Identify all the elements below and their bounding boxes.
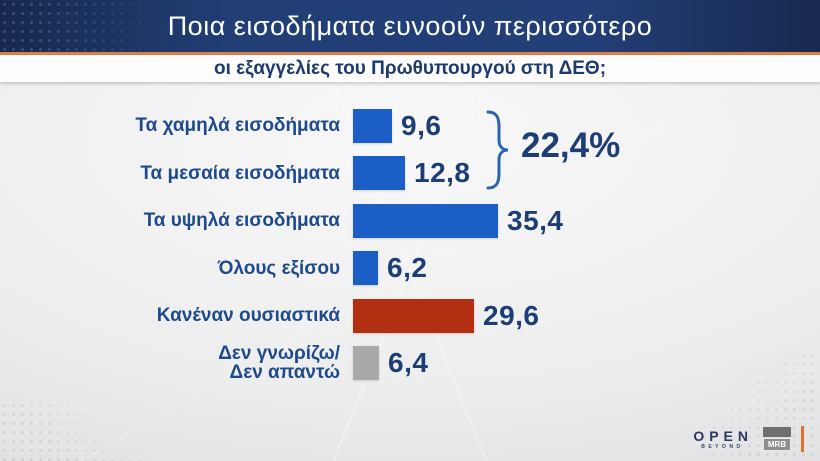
chart-row: Τα χαμηλά εισοδήματα 9,6: [0, 102, 680, 150]
value-label: 6,2: [387, 252, 428, 284]
chart-row: Τα μεσαία εισοδήματα 12,8: [0, 150, 680, 198]
chart-row: Δεν γνωρίζω/ Δεν απαντώ 6,4: [0, 340, 680, 388]
mrb-logo: MRB: [763, 427, 791, 451]
bar: [353, 108, 392, 143]
bar: [353, 298, 474, 333]
category-label: Όλους εξίσου: [217, 257, 340, 279]
bar: [353, 346, 379, 381]
bar-chart: Τα χαμηλά εισοδήματα 9,6 Τα μεσαία εισοδ…: [0, 82, 680, 387]
bar: [353, 156, 405, 191]
category-label: Τα υψηλά εισοδήματα: [143, 210, 340, 232]
footer-logos: OPEN BEYOND MRB: [688, 426, 804, 452]
dot-texture: [0, 401, 150, 461]
category-label: Κανέναν ουσιαστικά: [156, 305, 340, 327]
value-label: 9,6: [401, 109, 442, 141]
combined-percentage: 22,4%: [521, 126, 621, 165]
category-label: Τα μεσαία εισοδήματα: [140, 162, 340, 184]
value-label: 6,4: [388, 347, 429, 379]
category-label: Τα χαμηλά εισοδήματα: [135, 115, 340, 137]
page-title: Ποια εισοδήματα ευνοούν περισσότερο: [167, 10, 653, 41]
category-label: Δεν γνωρίζω/ Δεν απαντώ: [218, 342, 340, 384]
open-channel-logo: OPEN BEYOND: [693, 427, 753, 450]
bar: [353, 251, 378, 286]
curly-brace-annotation-icon: [486, 110, 509, 190]
page-subtitle: οι εξαγγελίες του Πρωθυπουργού στη ΔΕΘ;: [213, 57, 607, 79]
chart-row: Όλους εξίσου 6,2: [0, 245, 680, 293]
orange-accent-bar: [801, 426, 804, 452]
title-bar: Ποια εισοδήματα ευνοούν περισσότερο: [0, 0, 820, 52]
subtitle-bar: οι εξαγγελίες του Πρωθυπουργού στη ΔΕΘ;: [0, 55, 820, 82]
value-label: 35,4: [507, 204, 564, 236]
chart-row: Τα υψηλά εισοδήματα 35,4: [0, 197, 680, 245]
accent-divider: [0, 52, 820, 55]
value-label: 12,8: [414, 157, 471, 189]
value-label: 29,6: [483, 299, 540, 331]
chart-row: Κανέναν ουσιαστικά 29,6: [0, 292, 680, 340]
bar: [353, 203, 498, 238]
